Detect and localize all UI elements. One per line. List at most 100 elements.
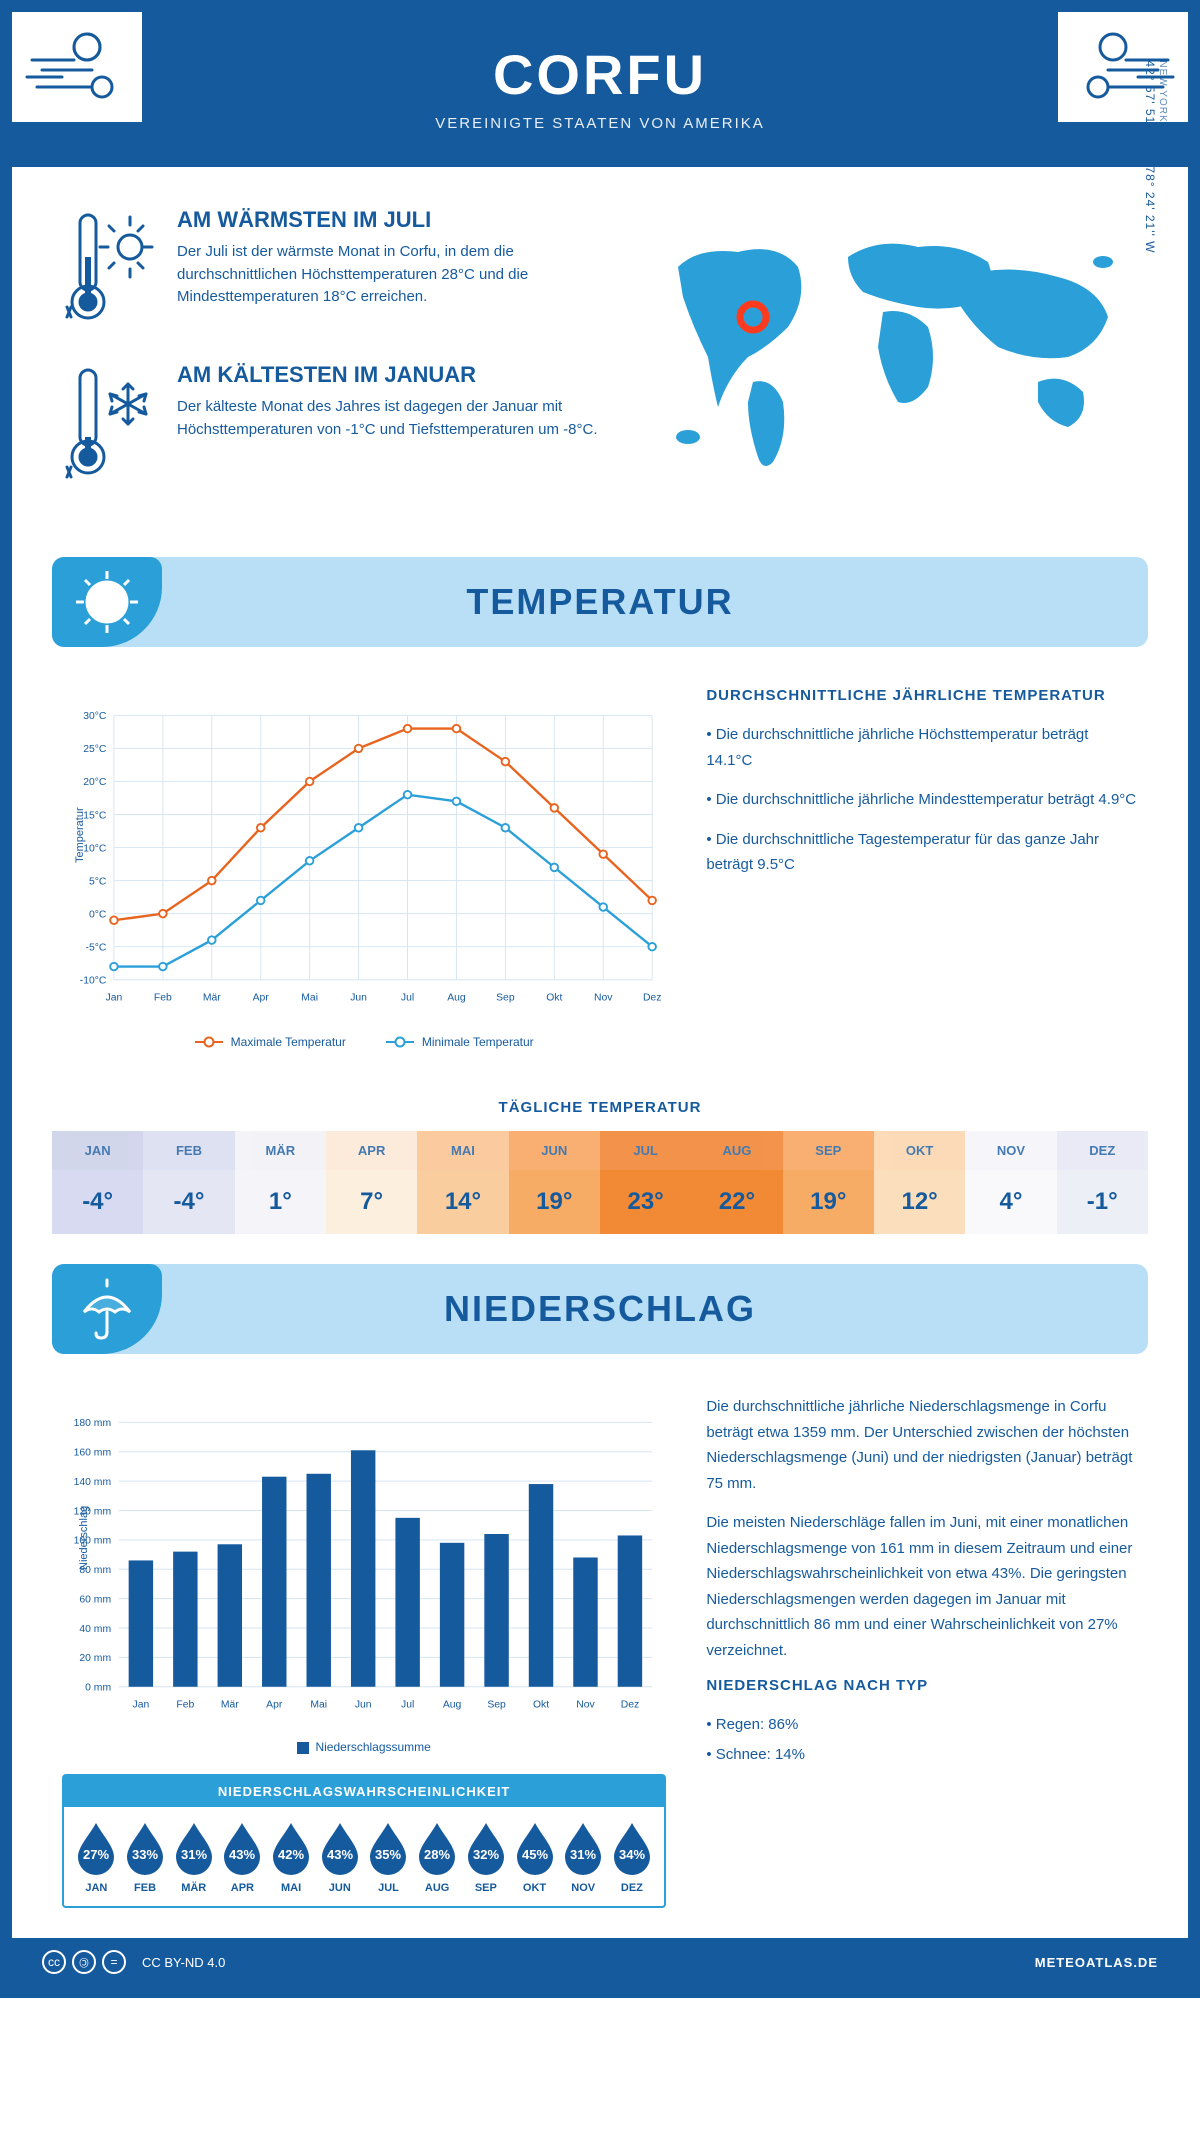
svg-text:180 mm: 180 mm [74, 1418, 111, 1429]
page-title: CORFU [32, 42, 1168, 107]
precip-prob-drop: 33%FEB [121, 1819, 170, 1894]
precip-chart: Niederschlag 0 mm20 mm40 mm60 mm80 mm100… [62, 1394, 666, 1734]
svg-text:43%: 43% [229, 1847, 255, 1862]
svg-text:Aug: Aug [443, 1700, 462, 1711]
svg-text:40 mm: 40 mm [79, 1624, 111, 1635]
svg-text:Aug: Aug [447, 993, 466, 1004]
precip-heading: NIEDERSCHLAG [444, 1288, 756, 1330]
svg-text:0°C: 0°C [89, 909, 107, 920]
svg-text:Feb: Feb [176, 1700, 194, 1711]
precip-prob-drop: 43%JUN [315, 1819, 364, 1894]
svg-text:-5°C: -5°C [86, 942, 107, 953]
svg-text:Jul: Jul [401, 993, 414, 1004]
daily-temp-table: JAN-4°FEB-4°MÄR1°APR7°MAI14°JUN19°JUL23°… [52, 1131, 1148, 1234]
svg-text:35%: 35% [375, 1847, 401, 1862]
warmest-block: AM WÄRMSTEN IM JULI Der Juli ist der wär… [62, 207, 608, 332]
svg-text:20 mm: 20 mm [79, 1653, 111, 1664]
svg-text:31%: 31% [570, 1847, 596, 1862]
svg-text:Okt: Okt [533, 1700, 549, 1711]
svg-text:Jun: Jun [350, 993, 367, 1004]
svg-text:27%: 27% [83, 1847, 109, 1862]
svg-text:Apr: Apr [253, 993, 270, 1004]
coldest-text: Der kälteste Monat des Jahres ist dagege… [177, 396, 608, 441]
footer: cc🄯= CC BY-ND 4.0 METEOATLAS.DE [12, 1938, 1188, 1986]
svg-text:Jan: Jan [106, 993, 123, 1004]
svg-text:Nov: Nov [576, 1700, 595, 1711]
svg-text:0 mm: 0 mm [85, 1683, 111, 1694]
svg-text:10°C: 10°C [83, 843, 107, 854]
svg-text:42%: 42% [278, 1847, 304, 1862]
svg-text:25°C: 25°C [83, 744, 107, 755]
thermometer-cold-icon [62, 362, 157, 487]
svg-text:Dez: Dez [643, 993, 661, 1004]
site-name: METEOATLAS.DE [1035, 1955, 1158, 1970]
svg-text:Nov: Nov [594, 993, 613, 1004]
precip-para2: Die meisten Niederschläge fallen im Juni… [706, 1510, 1138, 1663]
temp-text-title: DURCHSCHNITTLICHE JÄHRLICHE TEMPERATUR [706, 687, 1138, 704]
svg-text:34%: 34% [619, 1847, 645, 1862]
temperature-heading: TEMPERATUR [466, 581, 733, 623]
svg-text:Jun: Jun [355, 1700, 372, 1711]
svg-text:15°C: 15°C [83, 810, 107, 821]
precip-prob-drop: 28%AUG [413, 1819, 462, 1894]
svg-text:Apr: Apr [266, 1700, 283, 1711]
precip-prob-drop: 43%APR [218, 1819, 267, 1894]
precip-prob-drop: 42%MAI [267, 1819, 316, 1894]
umbrella-icon [52, 1264, 162, 1354]
svg-text:Sep: Sep [496, 993, 515, 1004]
svg-text:Sep: Sep [487, 1700, 506, 1711]
svg-text:30°C: 30°C [83, 711, 107, 722]
temp-bullets: • Die durchschnittliche jährliche Höchst… [706, 722, 1138, 878]
svg-text:Okt: Okt [546, 993, 562, 1004]
wind-icon [12, 12, 142, 122]
svg-text:45%: 45% [522, 1847, 548, 1862]
svg-text:43%: 43% [327, 1847, 353, 1862]
svg-text:Dez: Dez [621, 1700, 639, 1711]
svg-text:60 mm: 60 mm [79, 1594, 111, 1605]
header: CORFU VEREINIGTE STAATEN VON AMERIKA [12, 12, 1188, 167]
svg-text:31%: 31% [181, 1847, 207, 1862]
svg-text:20°C: 20°C [83, 777, 107, 788]
precip-legend: Niederschlagssumme [62, 1740, 666, 1754]
svg-text:Mär: Mär [203, 993, 221, 1004]
svg-text:160 mm: 160 mm [74, 1448, 111, 1459]
svg-text:Mär: Mär [221, 1700, 239, 1711]
temperature-banner: TEMPERATUR [52, 557, 1148, 647]
svg-text:33%: 33% [132, 1847, 158, 1862]
svg-text:140 mm: 140 mm [74, 1477, 111, 1488]
coldest-block: AM KÄLTESTEN IM JANUAR Der kälteste Mona… [62, 362, 608, 487]
precip-prob-drop: 35%JUL [364, 1819, 413, 1894]
svg-text:Mai: Mai [310, 1700, 327, 1711]
page-subtitle: VEREINIGTE STAATEN VON AMERIKA [32, 115, 1168, 132]
svg-text:Feb: Feb [154, 993, 172, 1004]
precip-prob-drop: 45%OKT [510, 1819, 559, 1894]
daily-temp-title: TÄGLICHE TEMPERATUR [12, 1099, 1188, 1116]
precip-type-title: NIEDERSCHLAG NACH TYP [706, 1677, 1138, 1694]
precip-banner: NIEDERSCHLAG [52, 1264, 1148, 1354]
svg-text:5°C: 5°C [89, 876, 107, 887]
world-map: NEW YORK 42° 57' 51'' N — 78° 24' 21'' W [638, 207, 1138, 517]
cc-license-icons: cc🄯= CC BY-ND 4.0 [42, 1950, 225, 1974]
warmest-text: Der Juli ist der wärmste Monat in Corfu,… [177, 241, 608, 309]
coldest-title: AM KÄLTESTEN IM JANUAR [177, 362, 608, 388]
svg-text:Jul: Jul [401, 1700, 414, 1711]
warmest-title: AM WÄRMSTEN IM JULI [177, 207, 608, 233]
precip-prob-drop: 34%DEZ [608, 1819, 657, 1894]
precip-type-bullets: • Regen: 86%• Schnee: 14% [706, 1712, 1138, 1767]
svg-text:28%: 28% [424, 1847, 450, 1862]
svg-text:32%: 32% [473, 1847, 499, 1862]
wind-icon [1058, 12, 1188, 122]
temperature-chart: Temperatur -10°C-5°C0°C5°C10°C15°C20°C25… [62, 687, 666, 1049]
svg-text:Mai: Mai [301, 993, 318, 1004]
precip-para1: Die durchschnittliche jährliche Niedersc… [706, 1394, 1138, 1496]
precip-probability-box: NIEDERSCHLAGSWAHRSCHEINLICHKEIT 27%JAN33… [62, 1774, 666, 1908]
precip-prob-drop: 31%NOV [559, 1819, 608, 1894]
coordinates: NEW YORK 42° 57' 51'' N — 78° 24' 21'' W [1143, 60, 1168, 253]
top-info: AM WÄRMSTEN IM JULI Der Juli ist der wär… [12, 167, 1188, 547]
sun-icon [52, 557, 162, 647]
precip-prob-drop: 32%SEP [462, 1819, 511, 1894]
precip-prob-drop: 31%MÄR [169, 1819, 218, 1894]
svg-text:-10°C: -10°C [80, 976, 107, 987]
thermometer-hot-icon [62, 207, 157, 332]
svg-text:Jan: Jan [133, 1700, 150, 1711]
